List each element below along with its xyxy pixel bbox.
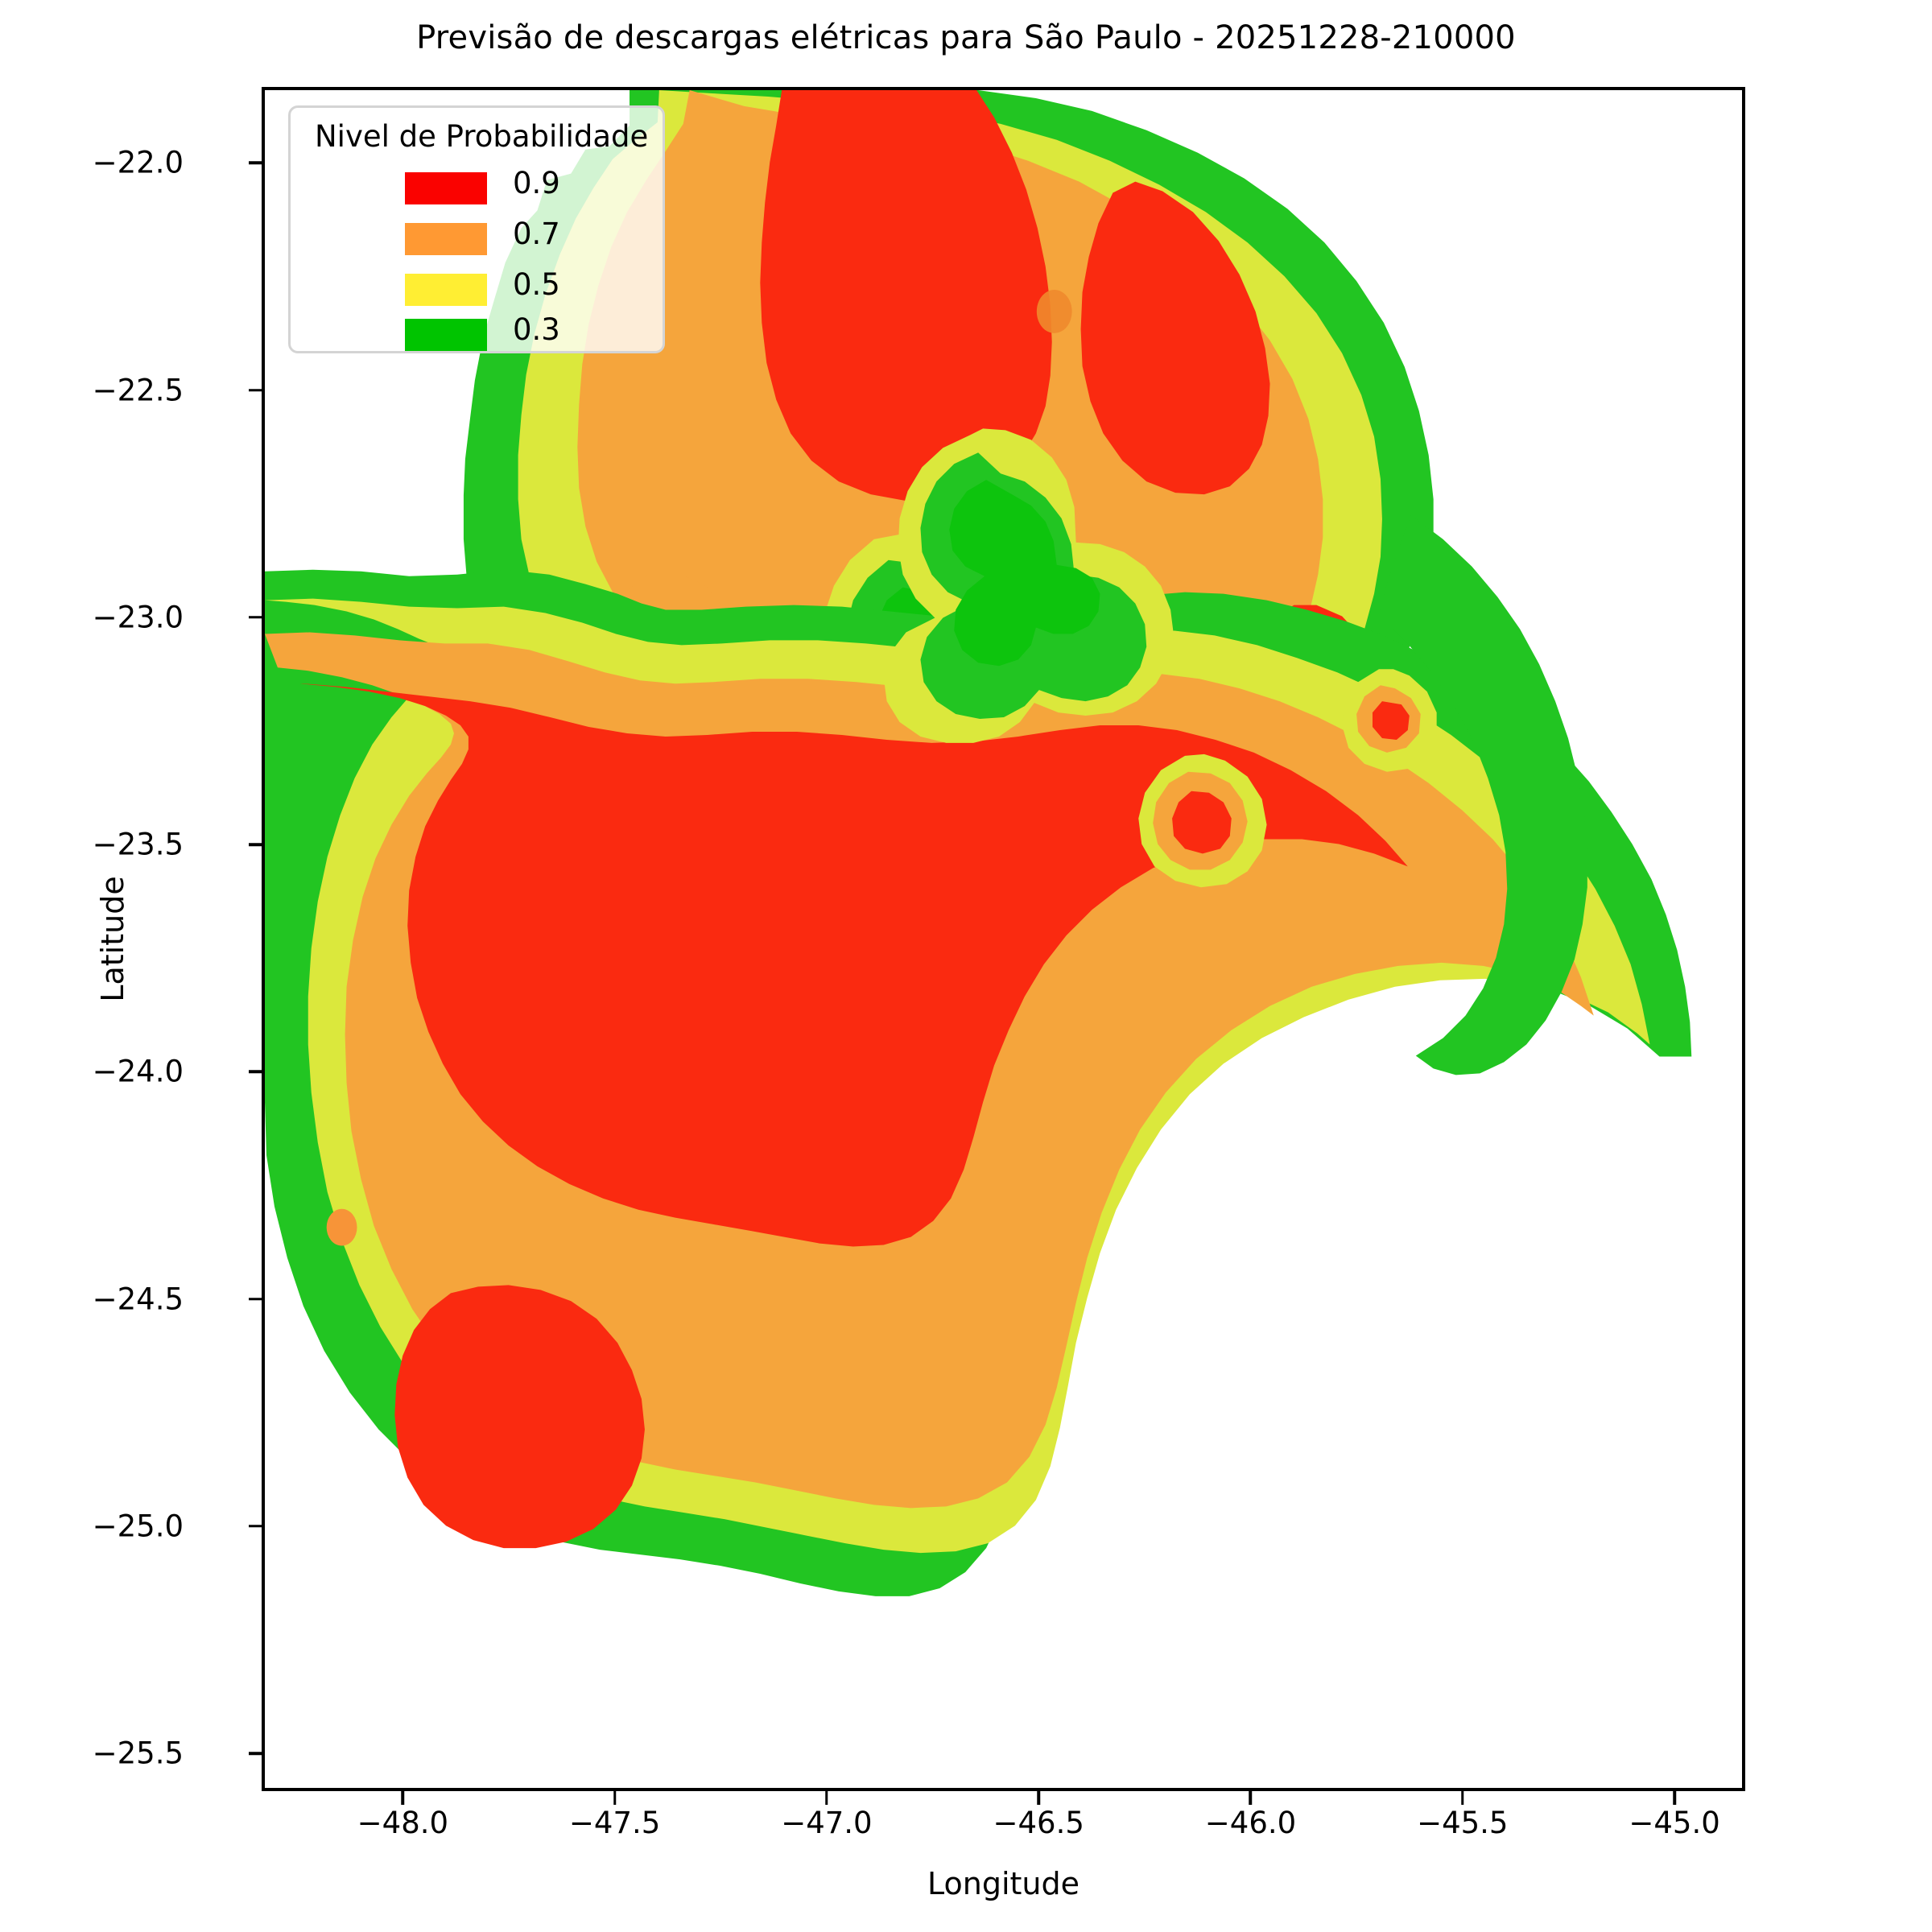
contour-map bbox=[265, 90, 1692, 1596]
contour-spot-orange-ne bbox=[1036, 290, 1072, 333]
y-tick-label: −25.5 bbox=[92, 1736, 184, 1771]
legend-item-0.5[interactable]: 0.5 bbox=[291, 267, 663, 311]
y-tick-label: −22.5 bbox=[92, 373, 184, 408]
x-tick-mark bbox=[1461, 1791, 1464, 1805]
y-tick-label: −24.5 bbox=[92, 1282, 184, 1317]
contour-level-0.3-nucleus-central bbox=[949, 480, 1100, 667]
x-axis-label: Longitude bbox=[927, 1866, 1080, 1901]
legend-label-0.7: 0.7 bbox=[513, 217, 560, 251]
y-tick-mark bbox=[249, 1297, 262, 1301]
x-tick-mark bbox=[825, 1791, 828, 1805]
legend-swatch-0.5 bbox=[405, 274, 487, 306]
x-tick-mark bbox=[1037, 1791, 1040, 1805]
x-tick-label: −46.0 bbox=[1204, 1806, 1297, 1840]
legend-item-0.9[interactable]: 0.9 bbox=[291, 166, 663, 209]
y-tick-label: −23.5 bbox=[92, 827, 184, 862]
y-tick-mark bbox=[249, 1525, 262, 1528]
contour-level-0.9-north-central bbox=[760, 90, 1052, 502]
contour-level-0.9-blob-b bbox=[1373, 701, 1410, 740]
legend-title: Nivel de Probabilidade bbox=[315, 119, 649, 154]
y-axis-label: Latitude bbox=[95, 876, 130, 1002]
contour-low-core-central bbox=[883, 428, 1174, 743]
legend-label-0.3: 0.3 bbox=[513, 312, 560, 347]
legend-swatch-0.9 bbox=[405, 172, 487, 204]
y-tick-mark bbox=[249, 388, 262, 392]
legend-swatch-0.7 bbox=[405, 223, 487, 255]
x-tick-label: −46.5 bbox=[993, 1806, 1084, 1840]
legend-item-0.3[interactable]: 0.3 bbox=[291, 312, 663, 356]
legend-box[interactable]: Nivel de Probabilidade 0.9 0.7 0.5 0.3 bbox=[288, 105, 665, 353]
y-tick-mark bbox=[249, 843, 262, 846]
contour-band-mid-south bbox=[265, 569, 1692, 1596]
legend-swatch-0.3 bbox=[405, 319, 487, 351]
x-tick-label: −48.0 bbox=[357, 1806, 449, 1840]
x-tick-mark bbox=[1249, 1791, 1253, 1805]
y-tick-label: −22.0 bbox=[92, 145, 184, 180]
legend-label-0.5: 0.5 bbox=[513, 267, 560, 302]
contour-level-0.9-mid-south-main bbox=[265, 683, 1408, 1247]
contour-level-0.9-northeast bbox=[1080, 181, 1270, 495]
y-tick-label: −23.0 bbox=[92, 600, 184, 635]
page-title: Previsão de descargas elétricas para São… bbox=[416, 19, 1516, 56]
legend-label-0.9: 0.9 bbox=[513, 166, 560, 200]
x-tick-label: −45.5 bbox=[1417, 1806, 1509, 1840]
contour-spot-orange-southwest bbox=[326, 1208, 357, 1246]
y-tick-label: −24.0 bbox=[92, 1054, 184, 1089]
x-tick-mark bbox=[613, 1791, 617, 1805]
contour-band-east-tail bbox=[1378, 514, 1587, 1075]
y-tick-mark bbox=[249, 616, 262, 619]
x-tick-mark bbox=[1673, 1791, 1676, 1805]
y-tick-label: −25.0 bbox=[92, 1509, 184, 1544]
x-tick-label: −47.0 bbox=[781, 1806, 873, 1840]
y-tick-mark bbox=[249, 161, 262, 165]
contour-band-southeast-blobs bbox=[1138, 669, 1437, 888]
contour-level-0.9-southwest bbox=[394, 1285, 645, 1549]
x-tick-label: −47.5 bbox=[568, 1806, 661, 1840]
y-tick-mark bbox=[249, 1752, 262, 1755]
contour-level-0.9-blob-a bbox=[1172, 791, 1232, 854]
x-tick-label: −45.0 bbox=[1629, 1806, 1720, 1840]
x-tick-mark bbox=[401, 1791, 405, 1805]
plot-area bbox=[262, 87, 1745, 1791]
y-tick-mark bbox=[249, 1070, 262, 1074]
legend-item-0.7[interactable]: 0.7 bbox=[291, 217, 663, 260]
contour-level-0.3-east-tail bbox=[1378, 514, 1587, 1075]
